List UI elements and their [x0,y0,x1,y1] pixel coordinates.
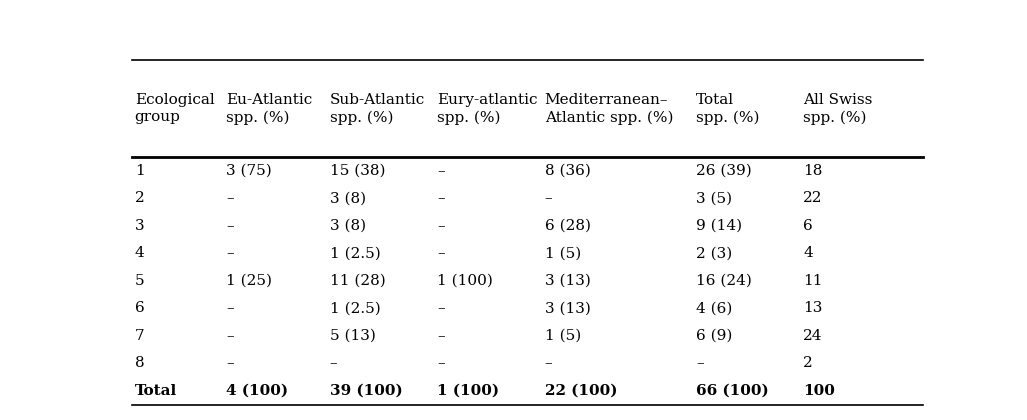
Text: 8 (36): 8 (36) [544,164,591,178]
Text: –: – [544,192,553,205]
Text: 5 (13): 5 (13) [330,329,376,343]
Text: Ecological
group: Ecological group [135,93,215,124]
Text: 3 (13): 3 (13) [544,301,591,315]
Text: 3 (8): 3 (8) [330,192,366,205]
Text: 4 (100): 4 (100) [226,384,289,398]
Text: 3: 3 [135,219,145,233]
Text: 9 (14): 9 (14) [696,219,741,233]
Text: 39 (100): 39 (100) [330,384,403,398]
Text: 11: 11 [803,274,823,288]
Text: 4: 4 [803,247,813,260]
Text: 11 (28): 11 (28) [330,274,385,288]
Text: 1 (2.5): 1 (2.5) [330,247,380,260]
Text: Total: Total [135,384,177,398]
Text: 1 (25): 1 (25) [226,274,272,288]
Text: 1 (2.5): 1 (2.5) [330,301,380,315]
Text: Eury-atlantic
spp. (%): Eury-atlantic spp. (%) [438,93,538,124]
Text: 6: 6 [803,219,813,233]
Text: 6 (9): 6 (9) [696,329,732,343]
Text: 1: 1 [135,164,145,178]
Text: 6 (28): 6 (28) [544,219,591,233]
Text: 2: 2 [135,192,145,205]
Text: 8: 8 [135,356,145,370]
Text: –: – [438,301,445,315]
Text: 3 (13): 3 (13) [544,274,591,288]
Text: Total
spp. (%): Total spp. (%) [696,93,759,124]
Text: 3 (75): 3 (75) [226,164,272,178]
Text: 1 (100): 1 (100) [438,384,499,398]
Text: 26 (39): 26 (39) [696,164,752,178]
Text: 4 (6): 4 (6) [696,301,732,315]
Text: 24: 24 [803,329,823,343]
Text: –: – [226,247,234,260]
Text: 3 (5): 3 (5) [696,192,732,205]
Text: Sub-Atlantic
spp. (%): Sub-Atlantic spp. (%) [330,93,425,124]
Text: –: – [438,219,445,233]
Text: –: – [438,192,445,205]
Text: –: – [438,356,445,370]
Text: All Swiss
spp. (%): All Swiss spp. (%) [803,93,873,124]
Text: –: – [438,164,445,178]
Text: –: – [226,219,234,233]
Text: 2 (3): 2 (3) [696,247,732,260]
Text: –: – [226,356,234,370]
Text: Mediterranean–
Atlantic spp. (%): Mediterranean– Atlantic spp. (%) [544,93,673,124]
Text: 16 (24): 16 (24) [696,274,752,288]
Text: 100: 100 [803,384,835,398]
Text: 1 (5): 1 (5) [544,329,581,343]
Text: 7: 7 [135,329,145,343]
Text: 22 (100): 22 (100) [544,384,617,398]
Text: 5: 5 [135,274,145,288]
Text: 1 (5): 1 (5) [544,247,581,260]
Text: 6: 6 [135,301,145,315]
Text: –: – [226,301,234,315]
Text: –: – [226,192,234,205]
Text: 4: 4 [135,247,145,260]
Text: 1 (100): 1 (100) [438,274,493,288]
Text: –: – [226,329,234,343]
Text: –: – [696,356,703,370]
Text: 3 (8): 3 (8) [330,219,366,233]
Text: –: – [544,356,553,370]
Text: 13: 13 [803,301,823,315]
Text: –: – [438,247,445,260]
Text: 15 (38): 15 (38) [330,164,385,178]
Text: 66 (100): 66 (100) [696,384,768,398]
Text: –: – [438,329,445,343]
Text: 18: 18 [803,164,823,178]
Text: Eu-Atlantic
spp. (%): Eu-Atlantic spp. (%) [226,93,312,124]
Text: –: – [330,356,337,370]
Text: 22: 22 [803,192,823,205]
Text: 2: 2 [803,356,813,370]
